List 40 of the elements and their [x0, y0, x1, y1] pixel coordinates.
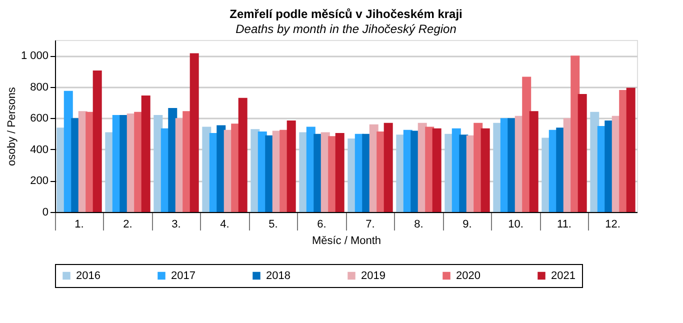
- bar: [141, 96, 150, 212]
- legend-label: 2016: [76, 270, 100, 282]
- bar: [286, 120, 296, 212]
- y-tick-label: 1 000: [20, 50, 48, 62]
- bar: [578, 94, 587, 212]
- legend-label: 2017: [171, 270, 196, 282]
- chart-title: Zemřelí podle měsíců v Jihočeském kraji: [230, 7, 462, 21]
- x-tick-label: 4.: [220, 218, 230, 230]
- bar: [432, 128, 442, 212]
- bar: [384, 122, 393, 212]
- x-tick-label: 9.: [462, 218, 472, 230]
- x-tick-label: 8.: [414, 218, 424, 230]
- bar: [238, 98, 248, 212]
- x-tick-label: 12.: [605, 218, 620, 230]
- legend-label: 2020: [456, 270, 480, 282]
- bar: [626, 88, 636, 212]
- x-tick-label: 6.: [317, 218, 326, 230]
- x-tick-label: 1.: [74, 218, 84, 230]
- x-tick-label: 11.: [557, 218, 572, 230]
- bar: [190, 53, 199, 212]
- x-tick-label: 5.: [268, 218, 278, 230]
- legend-label: 2021: [551, 270, 576, 282]
- y-tick-label: 0: [42, 206, 48, 218]
- y-tick-label: 600: [30, 112, 48, 125]
- legend-label: 2019: [361, 270, 386, 282]
- x-tick-label: 2.: [123, 218, 132, 230]
- x-tick-label: 10.: [508, 218, 524, 230]
- x-tick-label: 3.: [172, 218, 181, 230]
- bar: [335, 133, 344, 212]
- chart-subtitle: Deaths by month in the Jihočeský Region: [236, 22, 457, 36]
- y-axis-title: osoby / Persons: [6, 86, 18, 166]
- legend-label: 2018: [266, 270, 290, 282]
- x-axis-title: Měsíc / Month: [312, 235, 382, 247]
- bar: [529, 111, 538, 212]
- bar: [92, 70, 102, 212]
- y-tick-label: 400: [30, 144, 48, 156]
- bar: [480, 128, 490, 212]
- x-tick-label: 7.: [366, 218, 375, 230]
- y-tick-label: 200: [30, 175, 48, 188]
- y-tick-label: 800: [30, 81, 48, 94]
